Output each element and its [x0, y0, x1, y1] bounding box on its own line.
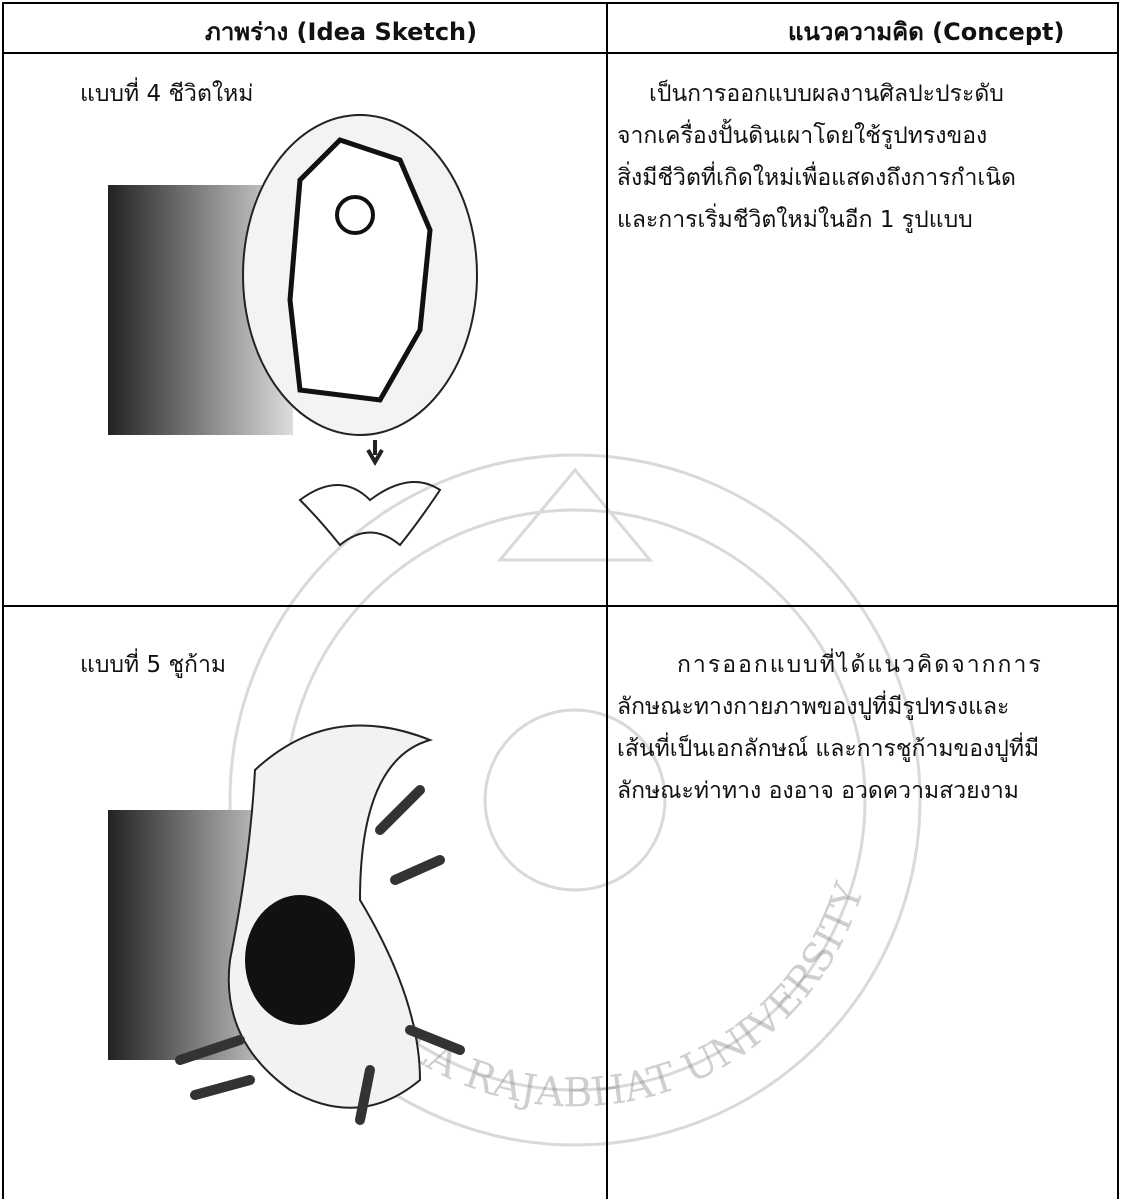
table-border — [1117, 2, 1119, 1199]
concept-line: และการเริ่มชีวิตใหม่ในอีก 1 รูปแบบ — [617, 207, 973, 233]
crab-eye — [245, 895, 355, 1025]
crab-spikes — [175, 785, 465, 1125]
concept-line: สิ่งมีชีวิตที่เกิดใหม่เพื่อแสดงถึงการกำเ… — [617, 165, 1016, 191]
creature-sketch — [287, 137, 433, 403]
column-header: แนวความคิด (Concept) — [788, 18, 1065, 46]
concept-line: การออกแบบที่ได้แนวคิดจากการ — [677, 652, 1043, 678]
table-border — [2, 605, 1119, 607]
arrow — [366, 440, 384, 466]
table-border — [2, 2, 4, 1199]
watermark-seal — [228, 453, 922, 1147]
concept-line: เส้นที่เป็นเอกลักษณ์ และการชูก้ามของปูที… — [617, 736, 1040, 762]
concept-line: เป็นการออกแบบผลงานศิลปะประดับ — [649, 81, 1004, 107]
concept-line: จากเครื่องปั้นดินเผาโดยใช้รูปทรงของ — [617, 123, 988, 149]
sketch-label: แบบที่ 4 ชีวิตใหม่ — [80, 81, 254, 107]
column-header: ภาพร่าง (Idea Sketch) — [205, 18, 478, 46]
stand-sketch — [298, 481, 442, 547]
concept-line: ลักษณะทางกายภาพของปูที่มีรูปทรงและ — [617, 694, 1010, 720]
concept-line: ลักษณะท่าทาง องอาจ อวดความสวยงาม — [617, 778, 1019, 804]
creature-eye — [335, 195, 375, 235]
table-border — [606, 2, 608, 1199]
table-border — [2, 2, 1119, 4]
table-border — [2, 52, 1119, 54]
sketch-label: แบบที่ 5 ชูก้าม — [80, 652, 227, 678]
